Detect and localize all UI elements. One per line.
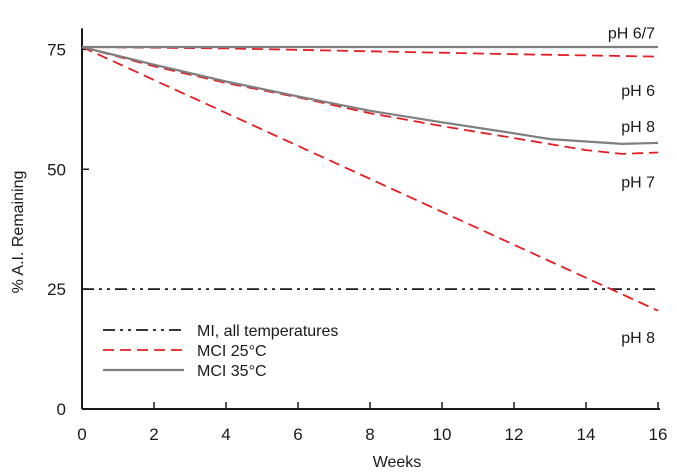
ph-annotation: pH 6 (621, 83, 655, 100)
y-axis-label: % A.I. Remaining (10, 171, 27, 294)
y-tick-label: 25 (47, 280, 66, 299)
ph-annotation: pH 7 (621, 174, 655, 191)
x-tick-label: 8 (365, 425, 374, 444)
annotation-layer: pH 6/7 pH 6 pH 8 pH 7 pH 8 (608, 26, 655, 347)
axes: 0 2 4 6 8 10 12 14 16 0 25 50 75 (47, 28, 667, 444)
series-layer (81, 45, 659, 312)
series-line-4 (81, 46, 659, 312)
legend-label: MI, all temperatures (197, 323, 338, 340)
x-tick-label: 4 (221, 425, 230, 444)
series-line-6 (81, 45, 659, 146)
x-axis-label: Weeks (373, 454, 422, 471)
x-tick-label: 2 (149, 425, 158, 444)
y-tick-label: 75 (47, 40, 66, 59)
legend-label: MCI 35°C (197, 363, 267, 380)
ph-annotation: pH 8 (621, 330, 655, 347)
legend-label: MCI 25°C (197, 343, 267, 360)
series-line-2 (81, 46, 659, 58)
series-line-3 (81, 46, 659, 155)
x-tick-label: 6 (293, 425, 302, 444)
x-tick-label: 16 (649, 425, 668, 444)
ph-annotation: pH 8 (621, 119, 655, 136)
y-tick-label: 50 (47, 160, 66, 179)
y-tick-label: 0 (57, 400, 66, 419)
x-tick-label: 12 (505, 425, 524, 444)
x-tick-label: 14 (577, 425, 596, 444)
legend: MI, all temperatures MCI 25°C MCI 35°C (103, 323, 338, 380)
x-tick-label: 0 (77, 425, 86, 444)
x-tick-label: 10 (433, 425, 452, 444)
ph-annotation: pH 6/7 (608, 26, 655, 43)
